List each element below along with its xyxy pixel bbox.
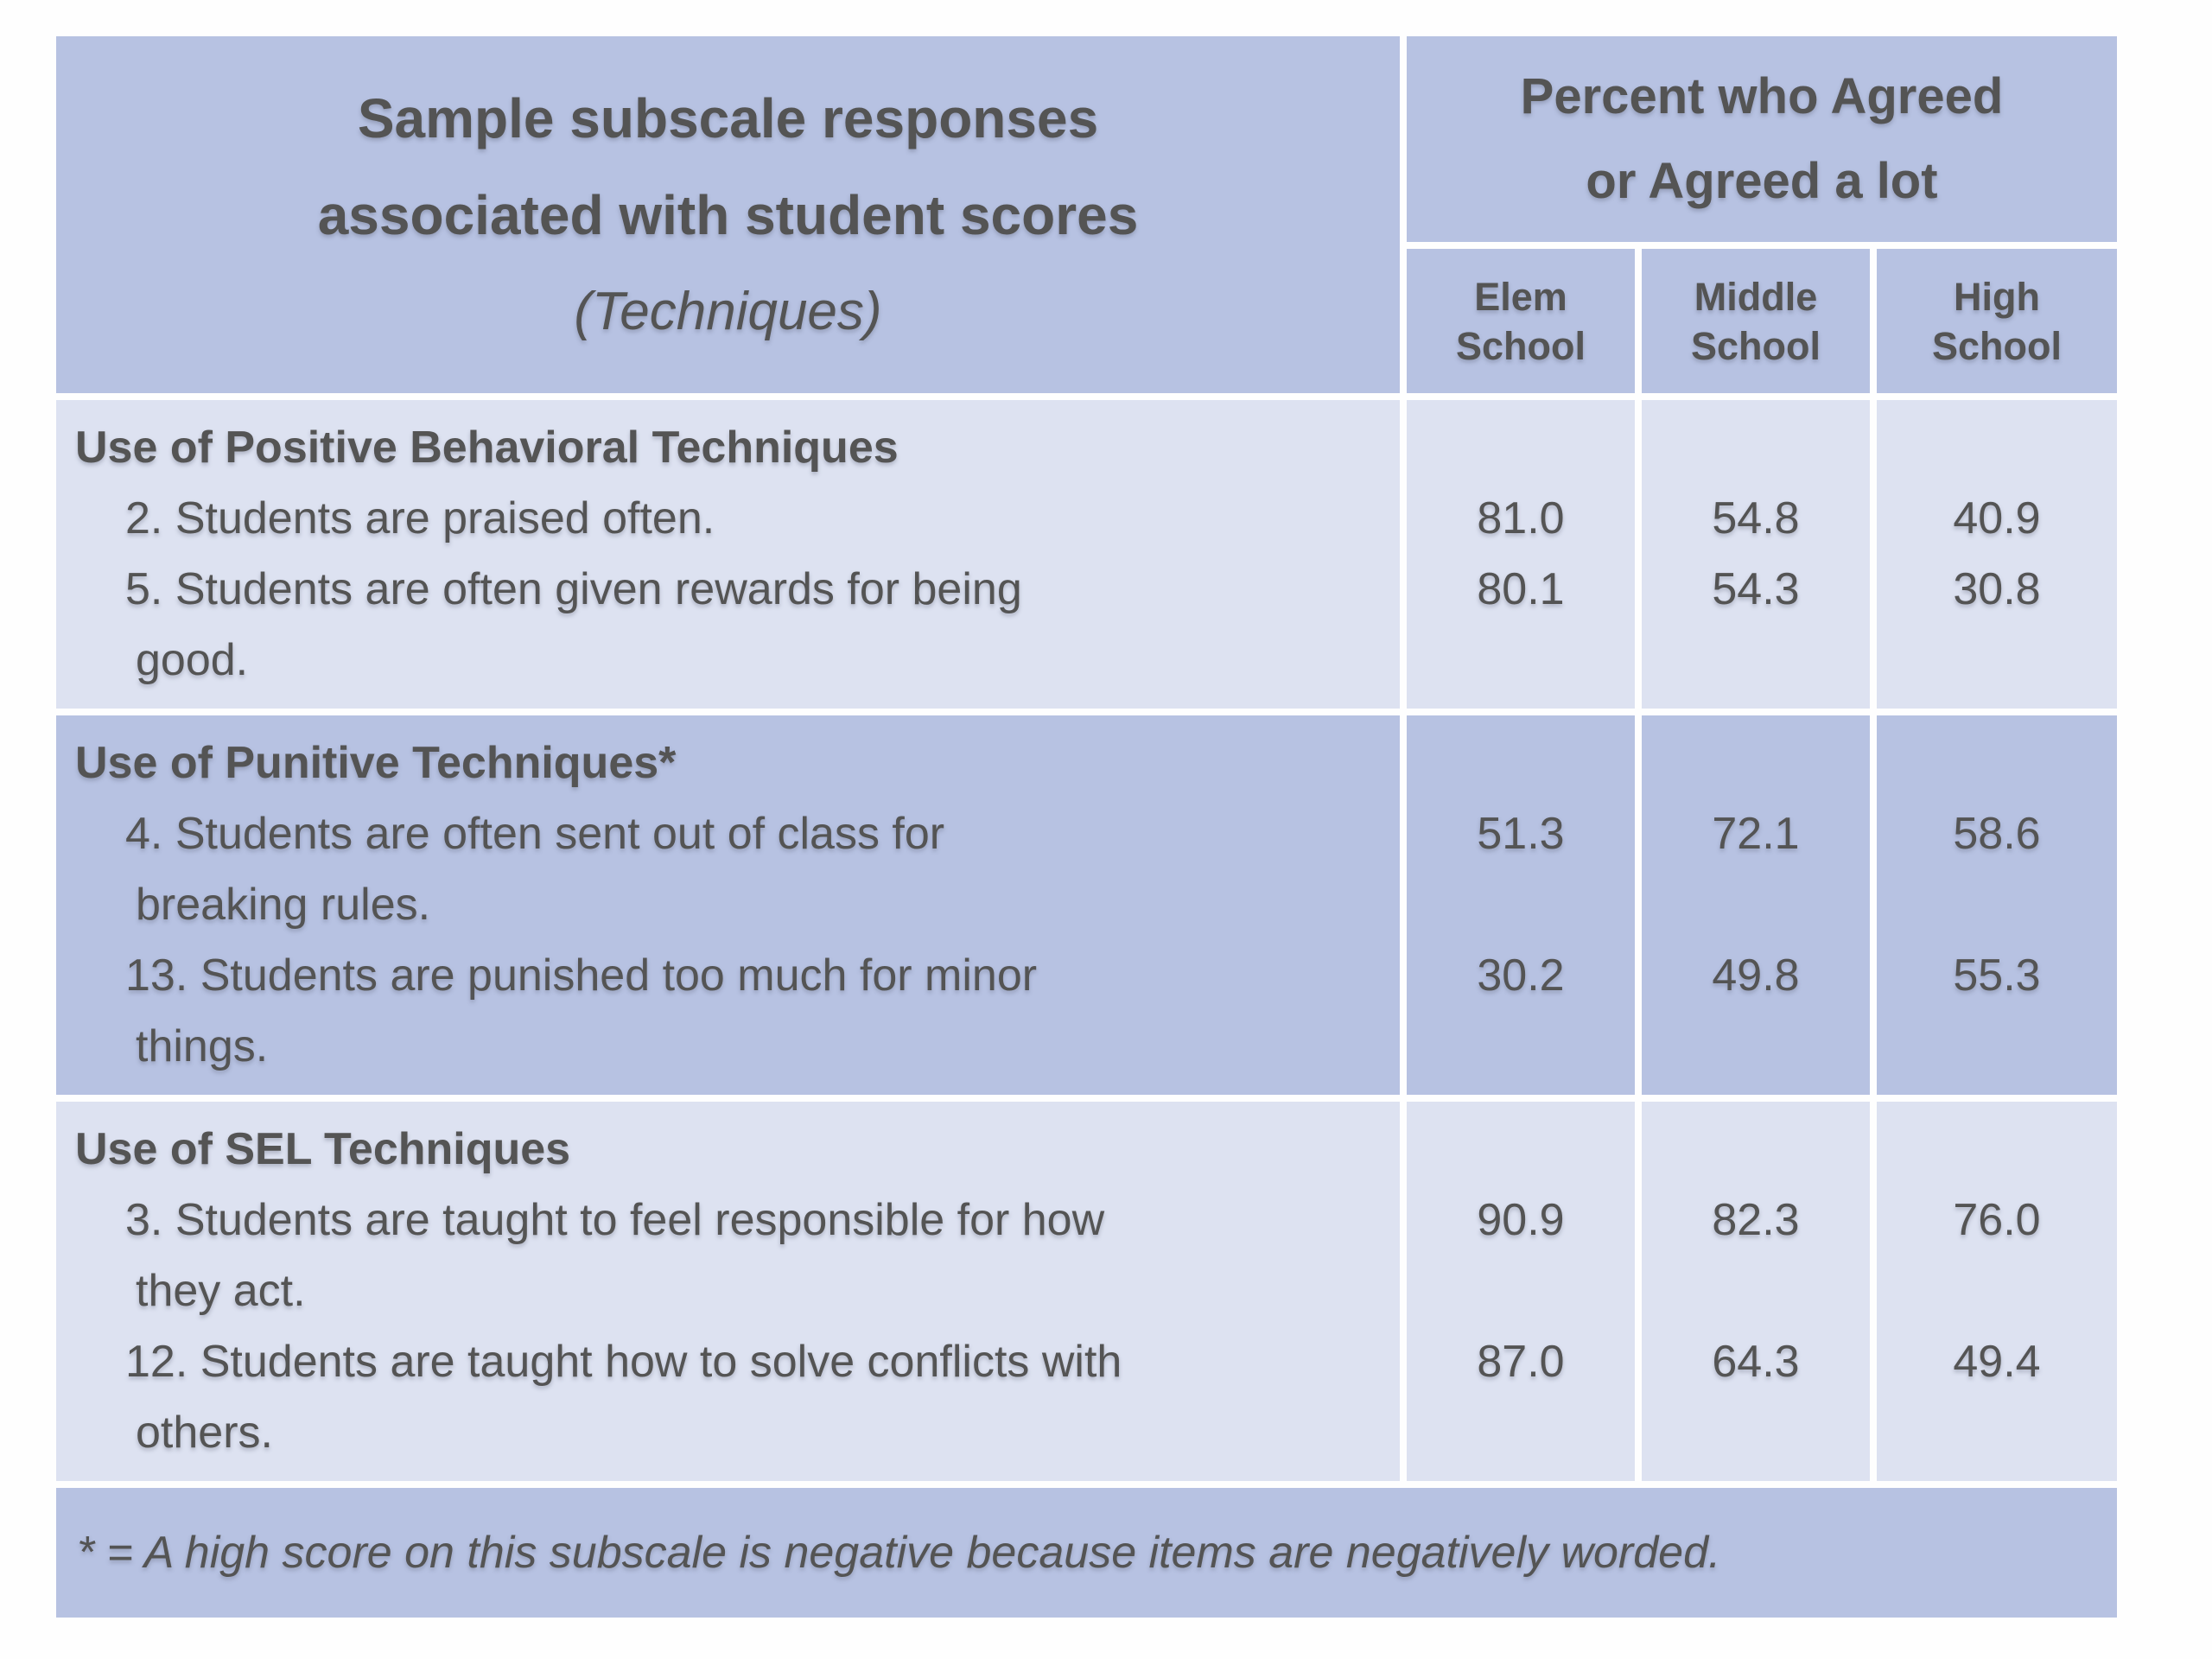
value-cell: 49.4	[1877, 1326, 2117, 1481]
value-cell: 30.8	[1877, 554, 2117, 709]
value-cell: 30.2	[1407, 940, 1635, 1095]
item-label: 4. Students are often sent out of class …	[56, 798, 1400, 940]
value-cell: 51.3	[1407, 798, 1635, 940]
item-label: 12. Students are taught how to solve con…	[56, 1326, 1400, 1481]
empty-cell	[1407, 715, 1635, 798]
value-group-header: Percent who Agreed or Agreed a lot	[1407, 36, 2117, 242]
value-cell: 54.8	[1642, 483, 1870, 554]
value-cell: 54.3	[1642, 554, 1870, 709]
table-title-cell: Sample subscale responses associated wit…	[56, 36, 1400, 393]
empty-cell	[1877, 715, 2117, 798]
subscale-response-table: Sample subscale responses associated wit…	[56, 36, 2117, 1618]
table-title-subtitle: (Techniques)	[574, 281, 882, 341]
value-cell: 81.0	[1407, 483, 1635, 554]
item-label: 2. Students are praised often.	[56, 483, 1400, 554]
item-label: 13. Students are punished too much for m…	[56, 940, 1400, 1095]
value-cell: 82.3	[1642, 1185, 1870, 1326]
empty-cell	[1877, 400, 2117, 483]
section-heading-sel: Use of SEL Techniques	[56, 1102, 1400, 1185]
col-header-elem-school: Elem School	[1407, 249, 1635, 393]
value-cell: 55.3	[1877, 940, 2117, 1095]
item-label: 5. Students are often given rewards for …	[56, 554, 1400, 709]
value-cell: 49.8	[1642, 940, 1870, 1095]
value-cell: 87.0	[1407, 1326, 1635, 1481]
empty-cell	[1642, 400, 1870, 483]
empty-cell	[1642, 715, 1870, 798]
empty-cell	[1642, 1102, 1870, 1185]
value-cell: 80.1	[1407, 554, 1635, 709]
table-title-line-2: associated with student scores	[317, 183, 1139, 246]
empty-cell	[1877, 1102, 2117, 1185]
value-cell: 40.9	[1877, 483, 2117, 554]
value-cell: 90.9	[1407, 1185, 1635, 1326]
value-cell: 72.1	[1642, 798, 1870, 940]
section-heading-punitive: Use of Punitive Techniques*	[56, 715, 1400, 798]
value-cell: 76.0	[1877, 1185, 2117, 1326]
value-cell: 64.3	[1642, 1326, 1870, 1481]
empty-cell	[1407, 1102, 1635, 1185]
footnote: * = A high score on this subscale is neg…	[56, 1488, 2117, 1618]
table-title-line-1: Sample subscale responses	[357, 86, 1099, 149]
empty-cell	[1407, 400, 1635, 483]
value-cell: 58.6	[1877, 798, 2117, 940]
col-header-middle-school: Middle School	[1642, 249, 1870, 393]
col-header-high-school: High School	[1877, 249, 2117, 393]
section-heading-positive-behavioral: Use of Positive Behavioral Techniques	[56, 400, 1400, 483]
item-label: 3. Students are taught to feel responsib…	[56, 1185, 1400, 1326]
